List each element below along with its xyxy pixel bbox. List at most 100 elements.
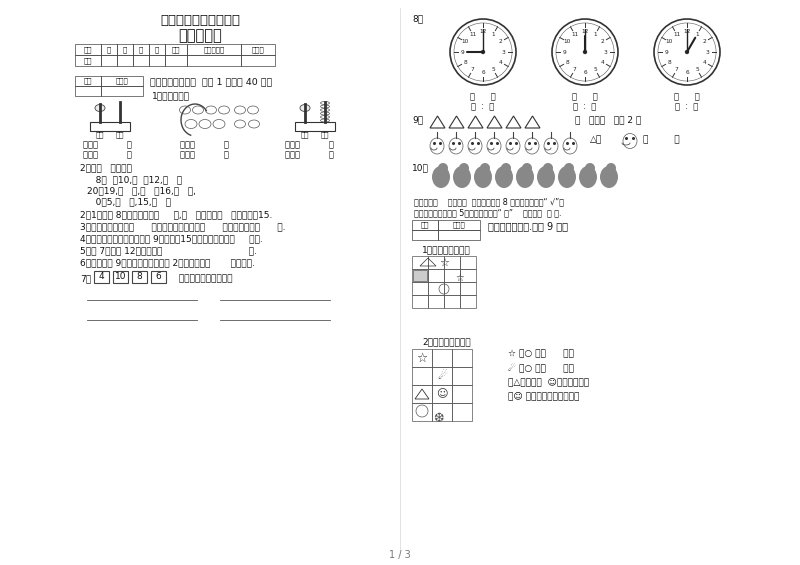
Bar <box>412 349 432 367</box>
Bar <box>412 282 428 295</box>
Ellipse shape <box>199 120 211 128</box>
Text: 3、最大的一位数是（      ），最小的两位数是（      ），它们相差（      ）.: 3、最大的一位数是（ ），最小的两位数是（ ），它们相差（ ）. <box>80 222 286 231</box>
Bar <box>438 220 480 230</box>
Ellipse shape <box>234 106 246 114</box>
Text: ☄: ☄ <box>437 371 447 381</box>
Ellipse shape <box>449 138 463 154</box>
Text: （   ）比（   ）多 2 个: （ ）比（ ）多 2 个 <box>575 115 642 124</box>
Bar <box>117 55 133 66</box>
Text: 11: 11 <box>469 32 476 37</box>
Text: 个位: 个位 <box>321 131 330 138</box>
Text: 3: 3 <box>603 50 607 54</box>
Ellipse shape <box>206 106 217 114</box>
Text: 5: 5 <box>491 67 495 72</box>
Text: 一年级数学期末测试卷: 一年级数学期末测试卷 <box>173 274 233 283</box>
Text: （  :  ）: （ : ） <box>471 102 494 111</box>
Text: 3: 3 <box>706 50 710 54</box>
Ellipse shape <box>564 163 574 173</box>
Bar <box>412 220 438 230</box>
Ellipse shape <box>558 166 576 188</box>
Bar <box>165 55 187 66</box>
Bar <box>117 44 133 55</box>
Ellipse shape <box>480 163 490 173</box>
Bar <box>241 55 275 66</box>
Ellipse shape <box>623 133 637 149</box>
Text: 4: 4 <box>601 60 605 65</box>
Ellipse shape <box>179 106 190 114</box>
Bar <box>151 271 166 283</box>
Text: 二: 二 <box>123 46 127 53</box>
Bar <box>295 122 335 131</box>
Ellipse shape <box>459 163 469 173</box>
Ellipse shape <box>234 120 246 128</box>
Text: 4、一年级数学期末测试卷第 9页看到了15页，今天他看了（     ）页.: 4、一年级数学期末测试卷第 9页看到了15页，今天他看了（ ）页. <box>80 234 262 243</box>
Bar <box>133 55 149 66</box>
Text: 7: 7 <box>471 67 474 72</box>
Ellipse shape <box>606 163 616 173</box>
Ellipse shape <box>506 138 520 154</box>
Ellipse shape <box>185 120 197 128</box>
Bar <box>412 256 428 269</box>
Text: 2、1个十和 8个一合起来是（     ）,（   ）个一和（   ）个十组成15.: 2、1个十和 8个一合起来是（ ）,（ ）个一和（ ）个十组成15. <box>80 210 272 219</box>
Text: 6: 6 <box>156 272 162 281</box>
Text: 12: 12 <box>479 29 486 34</box>
Bar <box>90 122 130 131</box>
Text: （      ）: （ ） <box>674 92 700 101</box>
Text: 4: 4 <box>98 272 104 281</box>
Text: ☆ 在○ 的（      ）面: ☆ 在○ 的（ ）面 <box>508 349 574 358</box>
Text: 7: 7 <box>675 67 678 72</box>
Bar <box>75 76 101 86</box>
Bar <box>428 295 444 308</box>
Text: 2: 2 <box>703 40 706 44</box>
Text: 1、数一数，填一填: 1、数一数，填一填 <box>422 245 470 254</box>
Text: 一年级数学期末测试卷: 一年级数学期末测试卷 <box>160 14 240 27</box>
Text: 得分: 得分 <box>421 221 430 228</box>
Text: 11: 11 <box>571 32 578 37</box>
Text: 12: 12 <box>683 29 690 34</box>
Text: 十位: 十位 <box>96 131 104 138</box>
Bar <box>132 271 147 283</box>
Bar <box>452 367 472 385</box>
Text: 读作（           ）: 读作（ ） <box>180 150 229 159</box>
Text: 0，5,（   ）,15,（   ）: 0，5,（ ）,15,（ ） <box>87 197 171 206</box>
Text: 8、: 8、 <box>412 14 423 23</box>
Ellipse shape <box>300 105 310 111</box>
Ellipse shape <box>95 105 105 111</box>
Ellipse shape <box>193 106 203 114</box>
Text: 得分: 得分 <box>84 57 92 64</box>
Text: 一年级数学: 一年级数学 <box>178 28 222 43</box>
Bar <box>452 385 472 403</box>
Ellipse shape <box>218 106 230 114</box>
Bar <box>101 86 143 96</box>
Bar <box>165 44 187 55</box>
Text: 8: 8 <box>137 272 142 281</box>
Text: 2、画一画，填一填: 2、画一画，填一填 <box>422 337 470 346</box>
Ellipse shape <box>516 166 534 188</box>
Bar <box>460 282 476 295</box>
Ellipse shape <box>501 163 511 173</box>
Bar <box>241 44 275 55</box>
Bar <box>444 295 460 308</box>
Ellipse shape <box>247 106 258 114</box>
Text: 四: 四 <box>155 46 159 53</box>
Text: 8: 8 <box>667 60 671 65</box>
Text: 10、: 10、 <box>412 163 429 172</box>
Text: 评卷人: 评卷人 <box>453 221 466 228</box>
Text: 2: 2 <box>499 40 502 44</box>
Circle shape <box>686 50 689 54</box>
Ellipse shape <box>579 166 597 188</box>
Text: 7: 7 <box>573 67 577 72</box>
Text: 在△的左边面  ☺，右边面（，: 在△的左边面 ☺，右边面（， <box>508 377 589 386</box>
Text: 9: 9 <box>562 50 566 54</box>
Ellipse shape <box>585 163 595 173</box>
Ellipse shape <box>563 138 577 154</box>
Ellipse shape <box>543 163 553 173</box>
Text: 从右数起，给排在第 5位的动物头上面“ ＊”    排在第（  ） 位.: 从右数起，给排在第 5位的动物头上面“ ＊” 排在第（ ） 位. <box>414 208 562 217</box>
Bar <box>412 403 432 421</box>
Bar <box>444 269 460 282</box>
Bar <box>460 256 476 269</box>
Text: 5: 5 <box>695 67 699 72</box>
Circle shape <box>654 19 720 85</box>
Text: 4: 4 <box>703 60 706 65</box>
Bar <box>432 367 452 385</box>
